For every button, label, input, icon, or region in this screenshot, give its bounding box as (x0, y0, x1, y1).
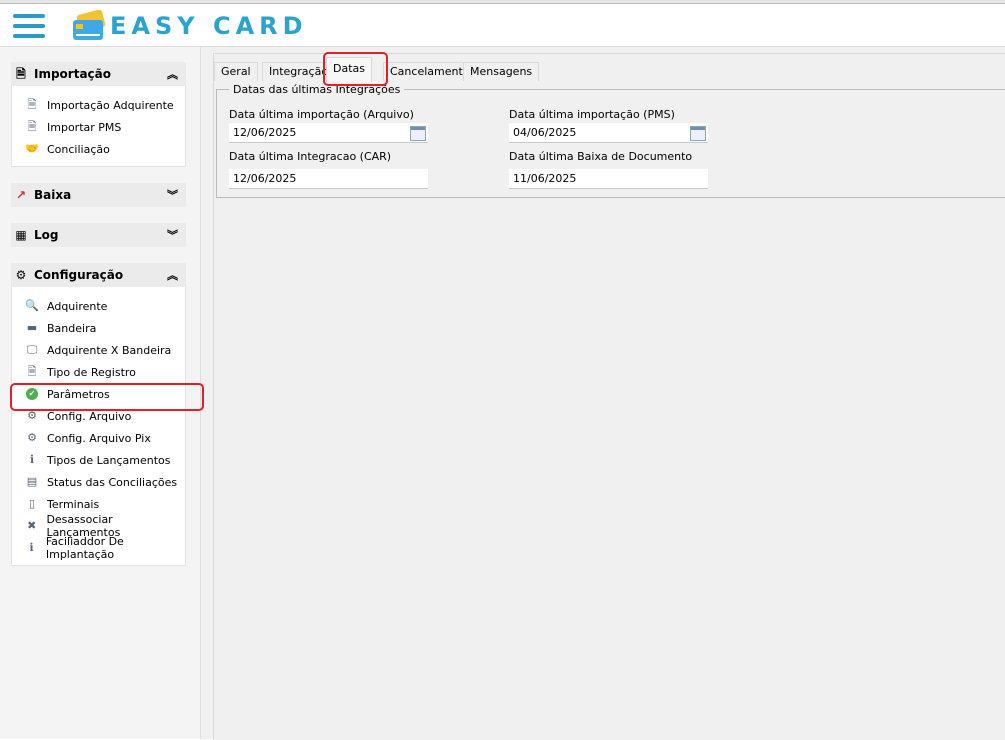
logo-text: EASY CARD (110, 12, 308, 40)
sidebar-item-label: Desassociar Lançamentos (46, 513, 121, 539)
panel-baixa: ↗ Baixa ︾ (11, 183, 186, 207)
panel-title: Importação (34, 67, 112, 81)
date-input[interactable]: 11/06/2025 (509, 169, 708, 189)
sidebar-item-label: Status das Conciliações (47, 475, 178, 489)
sidebar-item-faciliaddor-de-implanta-o[interactable]: ℹ Faciliaddor De Implantação (12, 535, 185, 561)
sidebar-item-config-arquivo[interactable]: ⚙ Config. Arquivo (12, 405, 185, 427)
sidebar-item-label: Config. Arquivo (47, 409, 132, 423)
monitor-icon: 🖵 (26, 343, 38, 356)
panel-header-log[interactable]: ▦ Log ︾ (11, 223, 186, 247)
top-border (0, 0, 1005, 4)
calendar-icon[interactable] (690, 126, 706, 141)
panel-log: ▦ Log ︾ (11, 223, 186, 247)
chevron-down-icon[interactable]: ︾ (167, 229, 178, 242)
file-gear-icon: ⚙ (27, 409, 37, 422)
tab-geral[interactable]: Geral (214, 62, 258, 81)
chevron-down-icon[interactable]: ︾ (167, 189, 178, 202)
sidebar-item-label: Bandeira (47, 321, 97, 335)
card-icon: ▬ (26, 321, 38, 334)
terminal-icon: ▯ (28, 497, 36, 510)
check-circle-icon: ✔ (26, 388, 38, 400)
file-gear-icon: ⚙ (27, 431, 37, 444)
gear-icon: ⚙ (15, 268, 27, 282)
calendar-icon[interactable] (410, 126, 426, 141)
document-icon: 🗎 (27, 120, 37, 133)
document-icon: 🗎 (27, 98, 37, 111)
panel-configuracao: ⚙ Configuração ︽ 🔍 Adquirente ▬ Bandeira 🖵 Adqu… (11, 263, 186, 566)
sidebar-item-par-metros[interactable]: ✔ Parâmetros (12, 383, 185, 405)
sidebar-item-label: Parâmetros (47, 387, 110, 401)
panel-header-importacao[interactable]: 🗎 Importação ︽ (11, 62, 186, 86)
group-datas-integracoes (216, 89, 1005, 198)
document-icon: 🗎 (27, 365, 37, 378)
monitor-info-icon: ℹ (29, 453, 35, 466)
group-title: Datas das últimas Integrações (229, 83, 405, 96)
tab-mensagens[interactable]: Mensagens (463, 62, 540, 81)
sidebar-item-status-das-concilia-es[interactable]: ▤ Status das Conciliações (12, 471, 185, 493)
monitor-info-icon: ℹ (29, 541, 34, 554)
panel-title: Log (34, 228, 59, 242)
document-remove-icon: ✖ (27, 519, 37, 532)
sidebar-item-importar-pms[interactable]: 🗎 Importar PMS (12, 116, 185, 138)
sidebar-item-importacao-adquirente[interactable]: 🗎 Importação Adquirente (12, 94, 185, 116)
sidebar-item-adquirente[interactable]: 🔍 Adquirente (12, 295, 185, 317)
menu-icon[interactable] (13, 14, 45, 40)
sidebar-item-tipo-de-registro[interactable]: 🗎 Tipo de Registro (12, 361, 185, 383)
app-header: EASY CARD (0, 4, 1005, 47)
date-value: 12/06/2025 (233, 172, 297, 185)
chart-check-icon: ↗ (15, 188, 27, 202)
panel-title: Baixa (34, 188, 72, 202)
sidebar-item-config-arquivo-pix[interactable]: ⚙ Config. Arquivo Pix (12, 427, 185, 449)
tab-cancelamento[interactable]: Cancelamento (383, 62, 477, 81)
logo: EASY CARD (72, 10, 308, 42)
sidebar-item-adquirente-x-bandeira[interactable]: 🖵 Adquirente X Bandeira (12, 339, 185, 361)
handshake-icon: 🤝 (25, 142, 39, 155)
card-logo-icon (73, 10, 106, 40)
document-icon: 🗎 (16, 67, 26, 81)
sidebar-item-label: Importar PMS (47, 120, 122, 134)
date-input[interactable]: 12/06/2025 (229, 123, 428, 143)
date-value: 04/06/2025 (513, 126, 577, 139)
sidebar-item-label: Adquirente (47, 299, 108, 313)
date-input[interactable]: 04/06/2025 (509, 123, 708, 143)
sidebar-item-tipos-de-lan-amentos[interactable]: ℹ Tipos de Lançamentos (12, 449, 185, 471)
chevron-up-icon[interactable]: ︽ (167, 269, 178, 282)
sidebar-item-conciliacao[interactable]: 🤝 Conciliação (12, 138, 185, 160)
field-label: Data última importação (Arquivo) (229, 108, 414, 121)
panel-title: Configuração (34, 268, 124, 282)
sidebar-item-bandeira[interactable]: ▬ Bandeira (12, 317, 185, 339)
sidebar-item-label: Terminais (47, 497, 100, 511)
sidebar-item-label: Adquirente X Bandeira (47, 343, 172, 357)
panel-header-baixa[interactable]: ↗ Baixa ︾ (11, 183, 186, 207)
calculator-icon: ▦ (15, 228, 27, 242)
field-label: Data última importação (PMS) (509, 108, 675, 121)
panel-header-configuracao[interactable]: ⚙ Configuração ︽ (11, 263, 186, 287)
panel-importacao: 🗎 Importação ︽ 🗎 Importação Adquirente 🗎 Imp… (11, 62, 186, 167)
date-value: 11/06/2025 (513, 172, 577, 185)
date-input[interactable]: 12/06/2025 (229, 169, 428, 189)
chevron-up-icon[interactable]: ︽ (167, 68, 178, 81)
date-value: 12/06/2025 (233, 126, 297, 139)
highlight-parametros (10, 383, 204, 411)
highlight-tab-datas (323, 52, 388, 86)
sidebar-item-label: Tipos de Lançamentos (47, 453, 171, 467)
field-label: Data última Baixa de Documento (509, 150, 693, 163)
sidebar-item-label: Conciliação (47, 142, 110, 156)
sidebar-item-label: Importação Adquirente (47, 98, 174, 112)
tab-datas[interactable]: Datas (326, 57, 372, 82)
status-icon: ▤ (26, 475, 38, 488)
sidebar-item-label: Faciliaddor De Implantação (45, 535, 124, 561)
search-icon: 🔍 (25, 299, 39, 312)
tab-integrao[interactable]: Integração (262, 62, 336, 81)
sidebar-item-terminais[interactable]: ▯ Terminais (12, 493, 185, 515)
sidebar-item-label: Tipo de Registro (47, 365, 136, 379)
main-area (211, 47, 1005, 740)
sidebar-item-desassociar-lan-amentos[interactable]: ✖ Desassociar Lançamentos (12, 513, 185, 539)
field-label: Data última Integracao (CAR) (229, 150, 392, 163)
sidebar-item-label: Config. Arquivo Pix (47, 431, 151, 445)
